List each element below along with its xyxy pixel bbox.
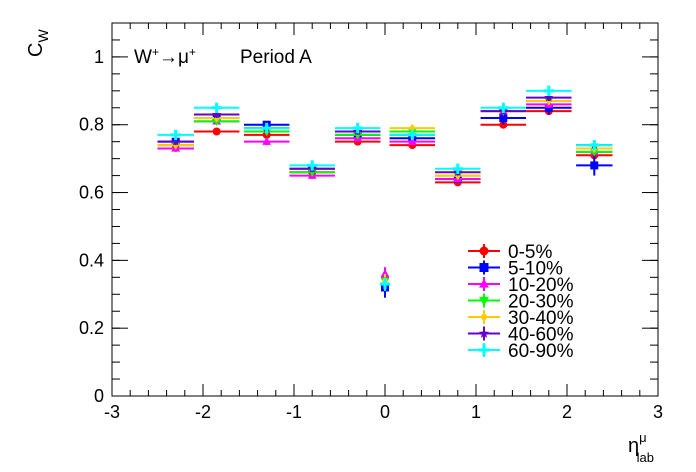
annotation-period: Period A [240,47,312,68]
data-point [389,123,436,133]
legend: 0-5%5-10%10-20%20-30%30-40%40-60%60-90% [468,242,574,362]
data-point-marker [479,246,489,256]
data-point-marker [479,278,489,288]
data-point-marker [407,129,418,141]
legend-label: 20-30% [508,292,574,313]
data-point-marker [307,160,318,171]
legend-label: 30-40% [508,308,574,329]
data-point-marker [409,123,416,133]
x-tick-label: 3 [653,402,663,422]
x-tick-label: 0 [380,402,390,422]
legend-entry: 10-20% [468,275,574,296]
data-point-marker [478,344,490,356]
y-tick-label: 0.4 [79,250,104,270]
data-point-marker [480,312,488,322]
data-point-marker [544,92,554,102]
data-point-marker [212,127,221,136]
x-tick-label: -2 [195,402,211,422]
legend-label: 0-5% [508,242,552,263]
data-point-marker [479,296,489,306]
y-axis-label: CW [25,29,51,57]
data-point-marker [212,109,222,119]
legend-label: 40-60% [508,325,574,346]
x-tick-label: 1 [471,402,481,422]
data-point-marker [170,129,181,141]
data-point [334,122,381,134]
y-tick-label: 1 [94,47,104,67]
data-point [389,129,436,141]
data-point [576,139,613,151]
legend-entry: 5-10% [468,259,563,280]
legend-entry: 20-30% [468,292,574,313]
legend-entry: 30-40% [468,308,574,329]
data-point-marker [211,102,222,113]
data-point-marker [380,269,390,278]
y-tick-label: 0 [94,386,104,406]
data-point [243,122,290,134]
data-point-marker [590,161,599,170]
x-axis-label: ημ lab [628,430,654,465]
data-point-marker [452,163,463,175]
data-point-marker [407,136,417,145]
y-tick-label: 0.2 [79,318,104,338]
annotation-process: W+→μ+ [134,45,196,68]
y-tick-label: 0.6 [79,183,104,203]
x-tick-label: 2 [562,402,572,422]
data-point [289,160,335,171]
data-point-marker [499,113,508,122]
data-point [193,127,240,136]
data-point [576,155,613,176]
x-tick-label: -1 [286,402,302,422]
data-point-marker [589,139,600,151]
data-point-marker [479,263,489,272]
data-point-marker [171,136,181,146]
legend-label: 10-20% [508,275,574,296]
legend-entry: 40-60% [468,325,574,346]
data-point [157,129,194,141]
data-point [243,136,290,146]
data-point-marker [379,278,391,290]
y-tick-label: 0.8 [79,115,104,135]
data-point-marker [352,122,363,134]
data-point [193,102,240,113]
data-point-marker [543,85,554,97]
series-60-90% [157,85,613,291]
legend-label: 5-10% [508,259,563,280]
data-point-marker [498,102,509,113]
data-point [435,163,481,175]
legend-label: 60-90% [508,341,574,362]
data-point-marker [478,328,490,338]
series-layer [157,85,613,298]
data-point [379,277,391,291]
data-point [480,102,527,113]
data-point-marker [261,122,272,134]
ticks-layer: -3 -2 -1 0 1 2 3 0 0.2 0.4 0.6 0.8 1 [79,22,663,422]
legend-entry: 60-90% [468,341,574,362]
legend-entry: 0-5% [468,242,552,263]
x-tick-label: -3 [104,402,120,422]
data-point [526,85,572,97]
data-point-marker [262,136,272,145]
